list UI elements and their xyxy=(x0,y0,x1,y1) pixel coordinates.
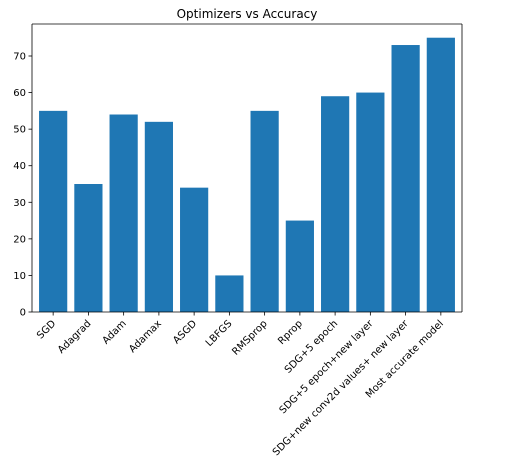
x-tick-label: Adamax xyxy=(127,318,164,355)
y-tick-label: 60 xyxy=(13,88,26,99)
bar-rmsprop xyxy=(250,110,279,312)
x-tick-label: LBFGS xyxy=(204,318,235,349)
x-tick-label: Rprop xyxy=(276,318,305,347)
x-tick-label: ASGD xyxy=(171,318,199,346)
x-tick-label: Adam xyxy=(101,318,129,346)
bar-rprop xyxy=(285,220,314,312)
x-tick-label: RMSprop xyxy=(230,318,269,357)
bar-lbfgs xyxy=(215,275,244,312)
y-tick-label: 40 xyxy=(13,161,26,172)
y-tick-label: 0 xyxy=(20,308,26,319)
y-tick-label: 30 xyxy=(13,198,26,209)
bar-asgd xyxy=(180,187,209,312)
bar-most-accurate-model xyxy=(426,37,455,313)
x-tick-label: Adagrad xyxy=(56,318,94,356)
y-tick-label: 10 xyxy=(13,271,26,282)
bar-adamax xyxy=(144,121,173,312)
bar-sgd xyxy=(39,110,68,312)
y-tick-label: 50 xyxy=(13,125,26,136)
bar-sdg-new-conv2d-values-new-layer xyxy=(391,45,420,312)
x-tick-label: SGD xyxy=(35,318,58,341)
bar-adam xyxy=(109,114,138,312)
bar-sdg-5-epoch xyxy=(321,96,350,312)
y-tick-label: 70 xyxy=(13,52,26,63)
bar-sdg-5-epoch-new-layer xyxy=(356,92,385,312)
bar-adagrad xyxy=(74,184,103,312)
y-tick-label: 20 xyxy=(13,234,26,245)
chart-title: Optimizers vs Accuracy xyxy=(177,7,318,21)
